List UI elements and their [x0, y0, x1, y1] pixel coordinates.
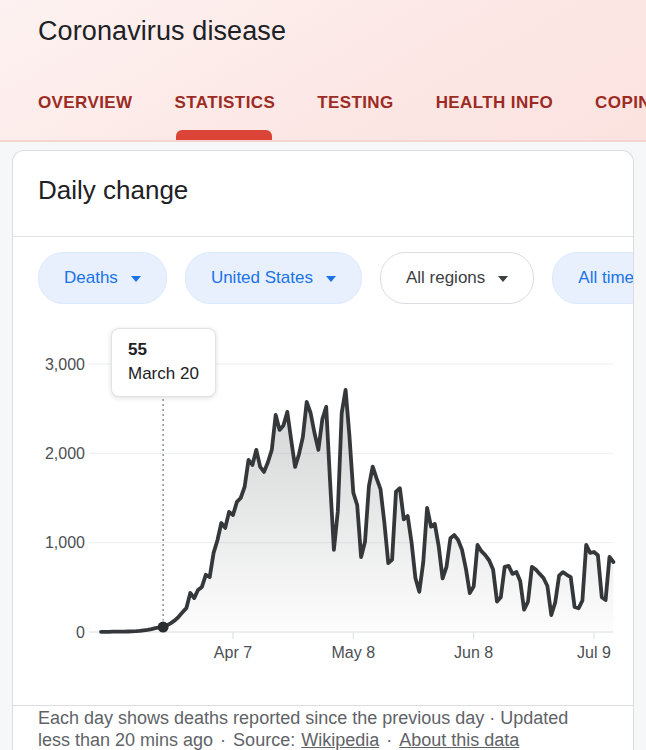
- selected-point-dot: [158, 622, 169, 633]
- tooltip-date: March 20: [128, 362, 199, 386]
- divider: [13, 705, 633, 706]
- daily-change-card: Daily change Deaths United States All regi…: [12, 150, 634, 750]
- tab-label: TESTING: [317, 93, 393, 112]
- tooltip-value: 55: [128, 338, 199, 362]
- active-tab-underline: [176, 130, 273, 140]
- tab-health-info[interactable]: HEALTH INFO: [436, 93, 553, 140]
- y-axis-label: 3,000: [45, 356, 85, 373]
- chip-label: All regions: [406, 268, 485, 288]
- tab-label: OVERVIEW: [38, 93, 133, 112]
- page-title: Coronavirus disease: [38, 16, 286, 47]
- footnote-line2: less than 20 mins ago: [38, 730, 213, 750]
- chevron-down-icon: [498, 276, 508, 282]
- chevron-down-icon: [326, 276, 336, 282]
- filter-chip-united-states[interactable]: United States: [185, 252, 362, 304]
- tab-coping[interactable]: COPING: [595, 93, 646, 140]
- tab-label: STATISTICS: [175, 93, 276, 112]
- tab-overview[interactable]: OVERVIEW: [38, 93, 133, 140]
- chip-label: United States: [211, 268, 313, 288]
- filter-chip-all-time[interactable]: All time: [552, 252, 634, 304]
- footnote-line1: Each day shows deaths reported since the…: [38, 708, 568, 728]
- chart-footnote: Each day shows deaths reported since the…: [38, 707, 628, 750]
- source-label: Source:: [233, 730, 295, 750]
- x-axis-label: Apr 7: [214, 644, 252, 661]
- filter-chip-deaths[interactable]: Deaths: [38, 252, 167, 304]
- y-axis-label: 0: [76, 624, 85, 641]
- y-axis-label: 2,000: [45, 445, 85, 462]
- chevron-down-icon: [131, 276, 141, 282]
- tab-label: COPING: [595, 93, 646, 112]
- card-title: Daily change: [38, 175, 188, 206]
- about-this-data-link[interactable]: About this data: [399, 730, 519, 750]
- tab-statistics[interactable]: STATISTICS: [175, 93, 276, 140]
- chip-label: Deaths: [64, 268, 118, 288]
- chart-area[interactable]: 0 1,000 2,000 3,000 Apr 7 May 8 Jun 8 Jul 9: [13, 310, 634, 682]
- tab-bar: OVERVIEW STATISTICS TESTING HEALTH INFO COPI…: [38, 93, 646, 140]
- y-axis-label: 1,000: [45, 534, 85, 551]
- tab-label: HEALTH INFO: [436, 93, 553, 112]
- divider: [13, 236, 633, 237]
- filter-chip-all-regions[interactable]: All regions: [380, 252, 534, 304]
- x-axis-label: Jun 8: [454, 644, 493, 661]
- wikipedia-link[interactable]: Wikipedia: [301, 730, 379, 750]
- chart-tooltip: 55 March 20: [111, 328, 216, 397]
- header: Coronavirus disease OVERVIEW STATISTICS TE…: [0, 0, 646, 142]
- chip-label: All time: [578, 268, 634, 288]
- filter-chips: Deaths United States All regions All time: [38, 252, 634, 304]
- x-axis-label: May 8: [332, 644, 376, 661]
- tab-testing[interactable]: TESTING: [317, 93, 393, 140]
- daily-change-chart[interactable]: 0 1,000 2,000 3,000 Apr 7 May 8 Jun 8 Jul 9: [13, 310, 634, 682]
- x-axis-label: Jul 9: [577, 644, 611, 661]
